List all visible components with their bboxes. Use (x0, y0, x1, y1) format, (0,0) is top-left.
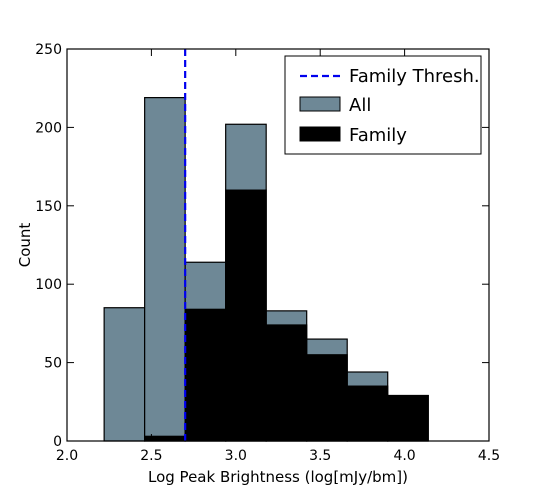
legend-family-label: Family (349, 125, 407, 146)
bars-family-series (144, 189, 429, 442)
bar-family-5 (306, 354, 348, 442)
legend-all-swatch (299, 96, 341, 112)
legend-all-label: All (349, 95, 371, 116)
y-axis-title: Count (16, 223, 34, 268)
y-tick-label-0: 0 (53, 434, 62, 450)
y-tick-label-1: 50 (44, 356, 62, 372)
x-tick-label-0: 2.0 (56, 448, 78, 464)
bar-family-1 (144, 435, 186, 442)
bar-family-7 (387, 394, 429, 442)
bar-family-3 (225, 189, 267, 442)
x-tick-label-5: 4.5 (478, 448, 500, 464)
bar-all-1 (144, 97, 186, 442)
x-axis-ticks: 2.0 2.5 3.0 3.5 4.0 4.5 (56, 49, 500, 464)
x-tick-label-3: 3.5 (309, 448, 331, 464)
y-tick-label-3: 150 (35, 199, 62, 215)
legend-family-swatch (299, 126, 341, 142)
legend-threshold-label: Family Thresh. (349, 66, 480, 87)
bar-family-4 (265, 324, 308, 442)
x-tick-label-1: 2.5 (140, 448, 162, 464)
legend: Family Thresh. All Family (284, 55, 482, 155)
plot-frame (66, 48, 490, 442)
x-axis-title: Log Peak Brightness (log[mJy/bm]) (148, 468, 408, 486)
y-tick-label-2: 100 (35, 277, 62, 293)
bar-family-6 (346, 385, 389, 442)
y-axis-ticks: 0 50 100 150 200 250 (35, 42, 489, 450)
x-tick-label-4: 4.0 (393, 448, 415, 464)
x-tick-label-2: 3.0 (225, 448, 247, 464)
bar-family-2 (184, 308, 227, 442)
y-tick-label-4: 200 (35, 120, 62, 136)
bar-all-0 (103, 307, 146, 442)
y-tick-label-5: 250 (35, 42, 62, 58)
